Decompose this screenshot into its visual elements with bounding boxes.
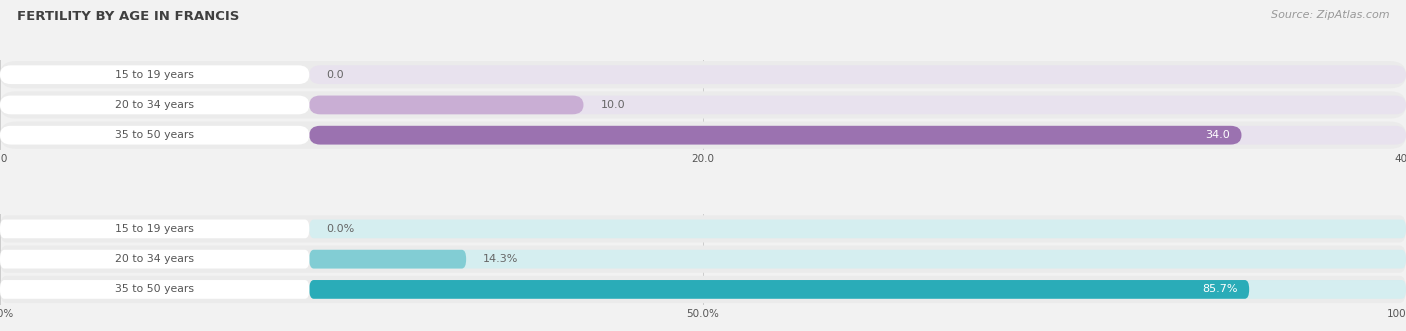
Text: 35 to 50 years: 35 to 50 years [115,284,194,294]
Text: 20 to 34 years: 20 to 34 years [115,254,194,264]
FancyBboxPatch shape [0,215,1406,243]
FancyBboxPatch shape [0,126,309,145]
Text: 14.3%: 14.3% [484,254,519,264]
Text: 10.0: 10.0 [600,100,626,110]
FancyBboxPatch shape [0,121,1406,149]
FancyBboxPatch shape [0,219,309,238]
Text: 20 to 34 years: 20 to 34 years [115,100,194,110]
Text: 0.0: 0.0 [326,70,344,80]
FancyBboxPatch shape [309,96,1406,114]
Text: 15 to 19 years: 15 to 19 years [115,224,194,234]
FancyBboxPatch shape [0,280,309,299]
FancyBboxPatch shape [0,61,1406,88]
FancyBboxPatch shape [0,65,309,84]
FancyBboxPatch shape [0,91,1406,118]
Text: FERTILITY BY AGE IN FRANCIS: FERTILITY BY AGE IN FRANCIS [17,10,239,23]
FancyBboxPatch shape [309,219,1406,238]
FancyBboxPatch shape [309,250,467,268]
Text: 85.7%: 85.7% [1202,284,1237,294]
Text: 35 to 50 years: 35 to 50 years [115,130,194,140]
Text: 0.0%: 0.0% [326,224,354,234]
FancyBboxPatch shape [0,246,1406,273]
FancyBboxPatch shape [309,126,1406,145]
FancyBboxPatch shape [309,65,1406,84]
FancyBboxPatch shape [0,250,309,268]
FancyBboxPatch shape [0,96,309,114]
Text: 34.0: 34.0 [1205,130,1230,140]
Text: Source: ZipAtlas.com: Source: ZipAtlas.com [1271,10,1389,20]
FancyBboxPatch shape [309,250,1406,268]
FancyBboxPatch shape [309,126,1241,145]
FancyBboxPatch shape [309,280,1249,299]
Text: 15 to 19 years: 15 to 19 years [115,70,194,80]
FancyBboxPatch shape [0,276,1406,303]
FancyBboxPatch shape [309,280,1406,299]
FancyBboxPatch shape [309,96,583,114]
